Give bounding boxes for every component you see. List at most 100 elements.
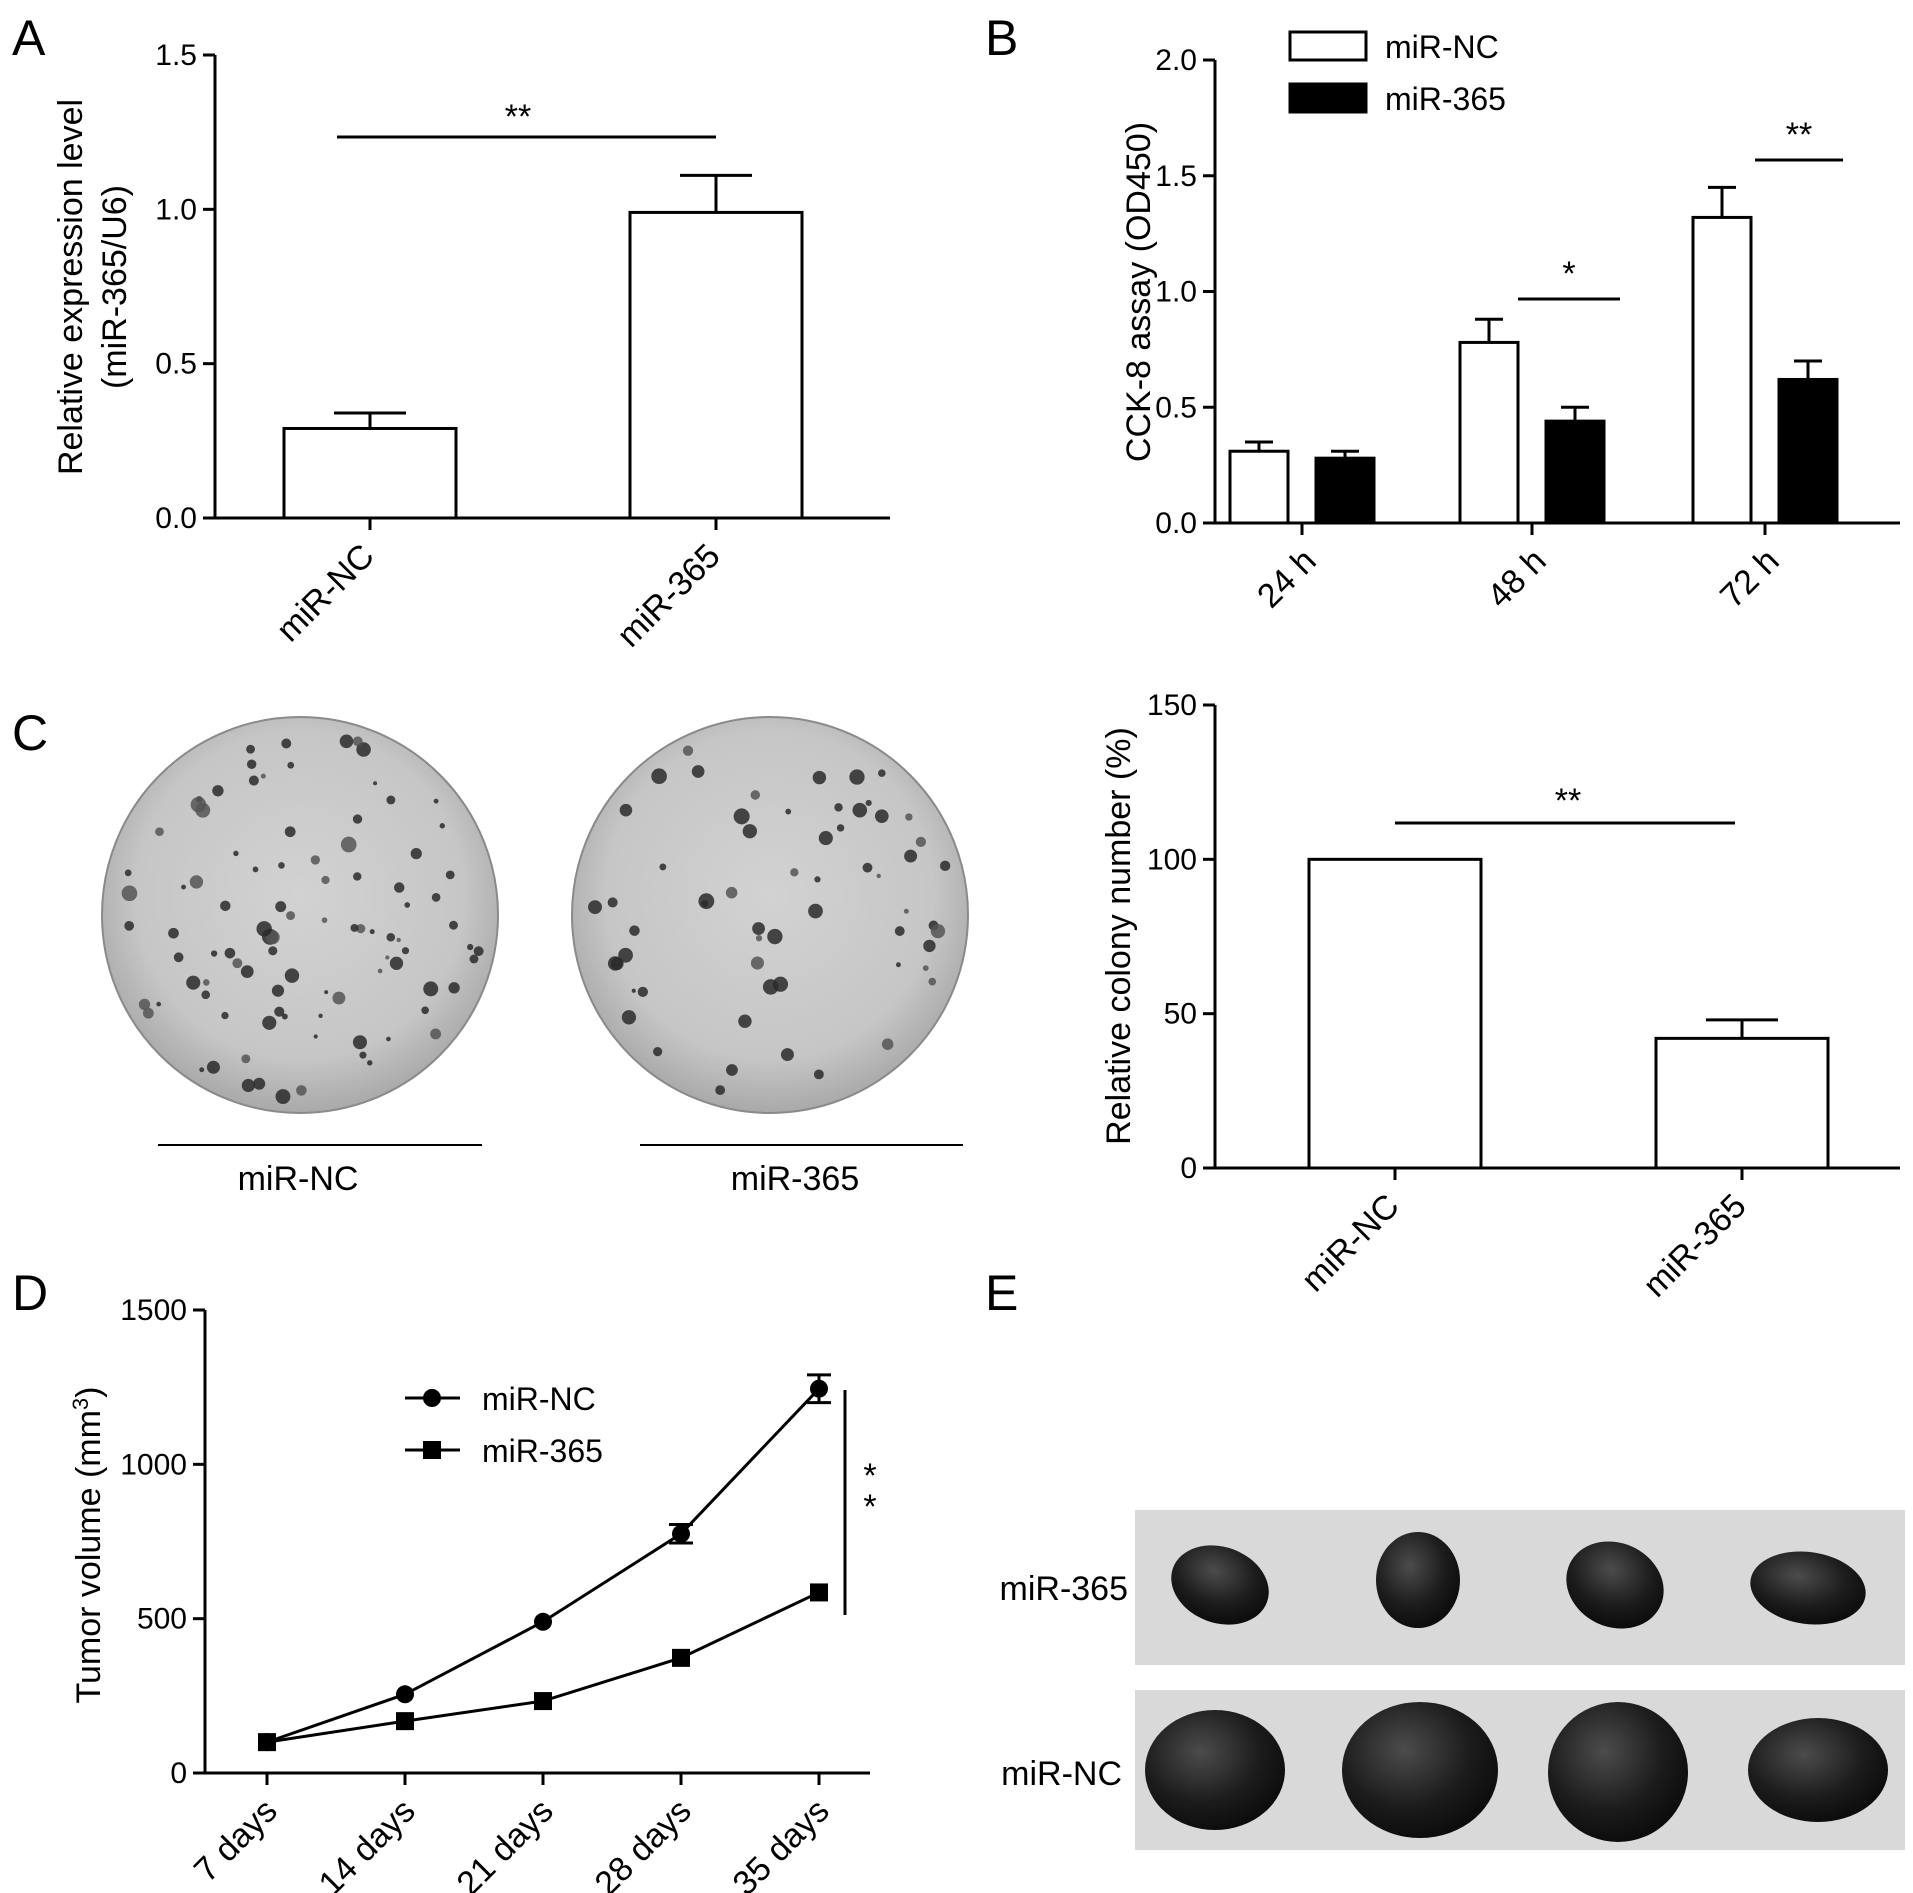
colony-dot: [356, 923, 366, 934]
colony-dot: [862, 862, 873, 873]
colony-dot: [881, 1038, 894, 1050]
colony-dot: [473, 946, 484, 957]
colony-dot: [310, 855, 321, 865]
b-bar-mir-nc: [1228, 449, 1290, 525]
b-bar-mir-nc: [1691, 215, 1753, 525]
colony-dot: [352, 1035, 367, 1050]
colony-dot: [210, 950, 218, 957]
colony-dot: [423, 981, 439, 997]
colony-dot: [903, 908, 909, 914]
colony-dot: [173, 952, 184, 963]
c-significance-label: **: [1555, 782, 1581, 820]
colony-dot: [750, 956, 764, 970]
c-x-tick-label: miR-365: [1636, 1187, 1754, 1305]
colony-dot: [241, 1078, 255, 1093]
c-x-tick-label: miR-NC: [1294, 1187, 1406, 1299]
colony-dot: [248, 775, 259, 786]
colony-dot: [313, 1034, 318, 1039]
colony-dot: [252, 866, 259, 873]
a-y-tick-label: 1.0: [155, 193, 197, 226]
colony-dot: [410, 848, 422, 860]
colony-dot: [201, 990, 211, 1000]
colony-dot: [834, 803, 843, 812]
tumor-photo-mir-nc: [1135, 1690, 1905, 1850]
a-y-tick-label: 0.0: [155, 502, 197, 535]
d-point-mir-nc: [396, 1685, 414, 1704]
a-y-axis-title: Relative expression level: [52, 99, 90, 475]
colony-dot: [281, 1013, 288, 1020]
colony-dot: [733, 808, 750, 825]
c-y-tick-label: 0: [1180, 1152, 1197, 1185]
colony-dot: [286, 911, 296, 921]
chart-b: 0.00.51.01.52.024 h 48 h 72 h***miR-NCmiR-…: [1120, 29, 1900, 615]
colony-dot: [849, 769, 865, 785]
d-y-tick-label: 1500: [120, 1294, 187, 1327]
panel-letter-a: A: [12, 10, 46, 66]
colony-dot: [190, 796, 207, 813]
b-y-tick-label: 1.0: [1155, 276, 1197, 309]
colony-dot: [738, 1014, 752, 1028]
colony-dot: [905, 813, 913, 821]
colony-dot: [836, 824, 845, 832]
b-significance-label: **: [1786, 116, 1812, 154]
colony-dot: [928, 977, 937, 986]
colony-dot: [607, 897, 618, 908]
colony-dot: [199, 1067, 205, 1073]
colony-label-mir-365: miR-365: [731, 1160, 859, 1198]
colony-dot: [321, 917, 328, 923]
colony-dot: [339, 734, 354, 749]
colony-dot: [904, 849, 918, 863]
a-x-tick-label: miR-NC: [269, 537, 381, 649]
colony-dot: [637, 986, 648, 998]
c-y-tick-label: 50: [1164, 998, 1197, 1031]
a-x-tick-label: miR-365: [610, 537, 728, 655]
b-significance-label: *: [1562, 255, 1575, 293]
colony-dot: [445, 870, 455, 880]
colony-dot: [275, 901, 287, 913]
colony-dot: [894, 926, 905, 936]
d-y-axis-title: Tumor volume (mm3): [68, 1386, 109, 1703]
b-x-tick-label: 72 h: [1713, 542, 1787, 616]
b-legend-label-mir-nc: miR-NC: [1385, 29, 1499, 65]
colony-dot: [715, 1085, 726, 1096]
colony-dot: [212, 785, 224, 797]
colony-dot: [224, 947, 236, 959]
colony-dot: [206, 1060, 220, 1074]
d-x-tick-label: 21 days: [450, 1792, 561, 1893]
colony-dot: [698, 893, 715, 910]
colony-dot: [221, 1011, 229, 1020]
colony-dot: [240, 965, 254, 978]
colony-dot: [385, 955, 390, 960]
a-y-tick-label: 1.5: [155, 39, 197, 72]
colony-dot: [246, 744, 255, 754]
b-y-tick-label: 0.0: [1155, 507, 1197, 540]
b-y-tick-label: 0.5: [1155, 391, 1197, 424]
colony-dot: [156, 1001, 162, 1007]
d-y-tick-label: 0: [170, 1757, 187, 1790]
d-x-tick-label: 35 days: [726, 1792, 837, 1893]
d-legend-marker-mir-nc: [423, 1389, 441, 1407]
colony-dot: [121, 885, 138, 902]
colony-dot: [253, 1077, 266, 1090]
colony-dot: [138, 998, 151, 1011]
colony-dot: [750, 790, 761, 800]
b-legend-label-mir-365: miR-365: [1385, 81, 1506, 117]
colony-dot: [742, 824, 757, 839]
colony-dot: [373, 781, 378, 786]
colony-dot: [332, 991, 346, 1005]
b-bar-mir-365: [1544, 419, 1606, 525]
colony-dot: [318, 1013, 323, 1018]
colony-dot: [168, 927, 179, 939]
colony-dot: [142, 1007, 154, 1019]
d-x-tick-label: 14 days: [312, 1792, 423, 1893]
colony-dot: [274, 1006, 285, 1017]
b-bar-mir-365: [1777, 377, 1839, 525]
chart-a: 0.0 0.5 1.0 1.5 miR-NC miR-365 ** Relative expr…: [52, 39, 890, 655]
colony-dot: [268, 946, 278, 956]
colony-dot: [878, 769, 886, 777]
a-y-axis-title-line2: (miR-365/U6): [96, 185, 134, 389]
colony-dot: [726, 1064, 738, 1076]
colony-dot: [377, 968, 383, 974]
d-y-tick-label: 500: [137, 1603, 187, 1636]
colony-dots-mir-365: [588, 745, 951, 1096]
